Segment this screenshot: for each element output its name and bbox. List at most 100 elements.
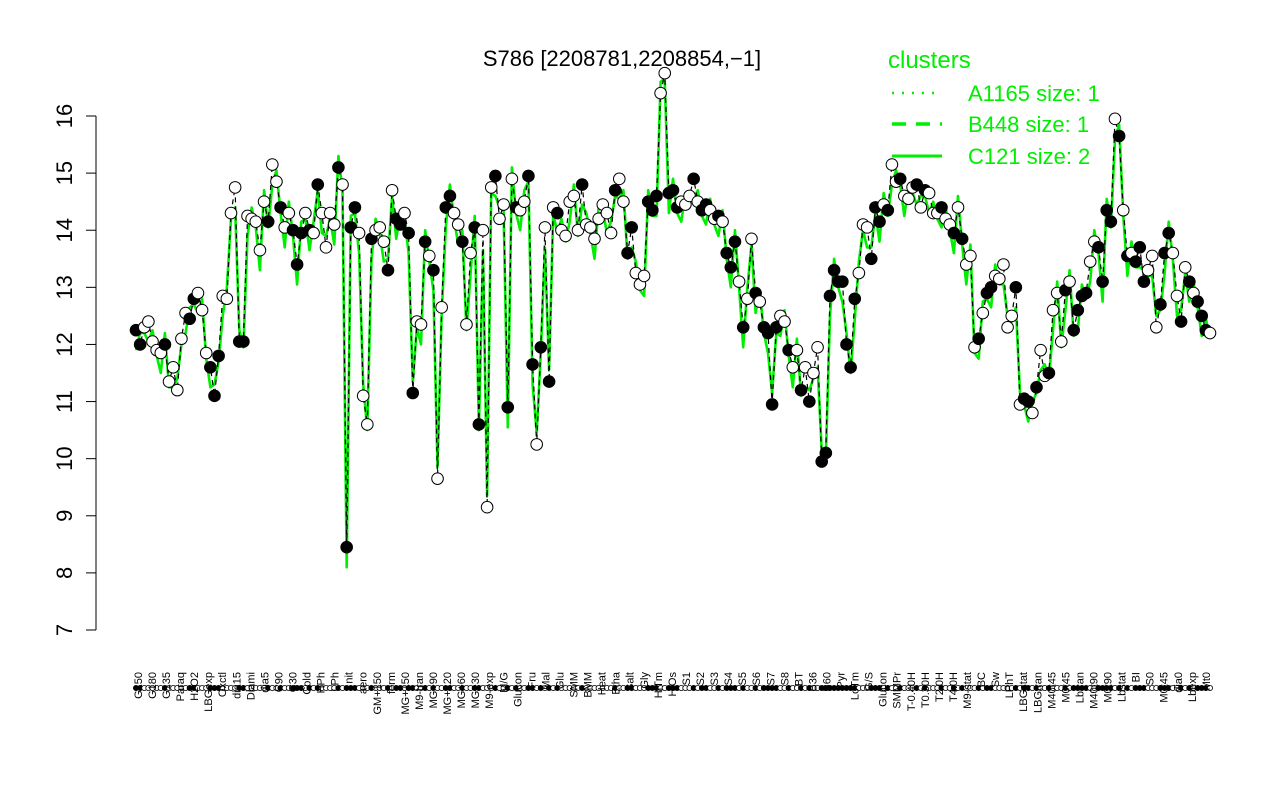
data-point — [249, 215, 263, 228]
data-point — [517, 195, 531, 208]
data-point — [873, 215, 886, 228]
data-point — [1030, 380, 1043, 394]
x-tick-label: Diami — [245, 672, 257, 700]
x-tick-label: C30 — [287, 672, 299, 692]
data-point — [385, 183, 399, 197]
x-tick-label: M9-stat — [962, 672, 974, 709]
x-tick-label: HPh — [316, 672, 328, 693]
x-tick-label: S8 — [779, 672, 791, 685]
x-tick-label: T4.0H — [948, 672, 960, 702]
y-tick-label: 11 — [52, 390, 77, 413]
x-tick-label: BC — [976, 672, 988, 687]
x-tick-label: Lbexp — [1187, 672, 1199, 702]
y-tick-label: 7 — [52, 624, 77, 636]
data-point — [497, 198, 510, 211]
data-point — [720, 246, 734, 260]
x-tick-label: G/S — [864, 672, 876, 691]
data-point — [460, 318, 473, 331]
data-point — [654, 86, 667, 100]
data-point — [604, 226, 618, 240]
data-point — [1141, 263, 1155, 277]
data-point — [687, 172, 700, 186]
data-point — [171, 383, 184, 397]
data-point — [844, 360, 857, 374]
x-tick-label: M40t45 — [1046, 672, 1058, 709]
data-point — [1034, 343, 1047, 357]
data-point — [724, 261, 738, 274]
x-tick-label: M9-exp — [484, 672, 496, 709]
x-tick-label: S0 — [1145, 672, 1157, 685]
data-point — [964, 249, 977, 263]
x-tick-label: G150 — [133, 672, 145, 699]
data-point — [1100, 203, 1114, 217]
data-point — [745, 232, 758, 246]
x-tick-label: SMMPr — [892, 672, 904, 709]
x-tick-label: MG+120 — [442, 672, 454, 715]
x-tick-label: S1 — [681, 672, 693, 685]
x-tick-label: LBGstat — [1018, 672, 1030, 712]
x-tick-label: HiTm — [653, 672, 665, 698]
data-point — [588, 232, 601, 246]
y-tick-label: 8 — [52, 567, 77, 579]
x-tick-label: T2.0H — [934, 672, 946, 702]
data-point — [860, 221, 874, 234]
data-point — [261, 215, 275, 228]
data-point — [1026, 406, 1039, 420]
data-point — [864, 252, 878, 266]
data-point — [951, 201, 965, 214]
data-point — [311, 178, 325, 191]
data-point — [753, 295, 767, 308]
x-tick-label: Mal — [540, 672, 552, 690]
y-tick-label: 15 — [52, 161, 77, 185]
data-point — [1063, 275, 1076, 288]
x-tick-label: M/G — [498, 672, 510, 693]
x-tick-label: S5 — [737, 672, 749, 685]
data-point — [559, 229, 572, 243]
x-tick-label: nit — [344, 672, 356, 684]
data-point — [204, 360, 217, 374]
data-point — [551, 206, 564, 220]
data-point — [158, 338, 172, 351]
y-tick-label: 9 — [52, 510, 77, 522]
data-point — [133, 338, 147, 351]
data-point — [1067, 323, 1080, 337]
x-tick-label: M0t45 — [1060, 672, 1072, 703]
x-tick-label: dia0 — [1173, 672, 1185, 693]
data-point — [373, 221, 387, 234]
x-tick-label: S7 — [765, 672, 777, 685]
x-tick-label: S2 — [695, 672, 707, 685]
data-point — [823, 289, 837, 303]
data-point — [332, 161, 345, 174]
data-point — [848, 292, 862, 306]
data-point — [1104, 215, 1118, 228]
data-point — [807, 366, 820, 380]
data-point — [902, 192, 915, 206]
data-point — [736, 321, 750, 334]
x-tick-label: M40t90 — [1088, 672, 1100, 709]
x-tick-label: Heat — [597, 672, 609, 695]
x-axis: G150 G180 G135 Paraq H2O2 LBGexp Oxctl dia15 Dia… — [133, 671, 1214, 715]
data-point — [1083, 255, 1097, 268]
data-point — [1203, 326, 1217, 340]
data-point — [484, 181, 498, 194]
data-point — [881, 203, 895, 217]
data-point — [257, 195, 271, 208]
x-tick-label: BT — [793, 672, 805, 686]
data-point — [852, 266, 866, 280]
data-point — [431, 472, 444, 485]
data-point — [646, 203, 659, 217]
data-point — [1042, 366, 1056, 380]
data-point — [1001, 321, 1014, 334]
data-point — [625, 221, 638, 234]
data-point — [220, 292, 234, 306]
data-point — [575, 178, 589, 191]
data-point — [1166, 246, 1180, 260]
data-point — [922, 186, 936, 200]
legend-label-b448: B448 size: 1 — [968, 112, 1089, 137]
x-tick-label: ferm — [386, 672, 398, 694]
data-point — [505, 172, 519, 186]
data-point — [1092, 241, 1105, 254]
x-tick-label: BMM — [583, 672, 595, 698]
x-tick-label: T-0.40H — [906, 672, 918, 711]
